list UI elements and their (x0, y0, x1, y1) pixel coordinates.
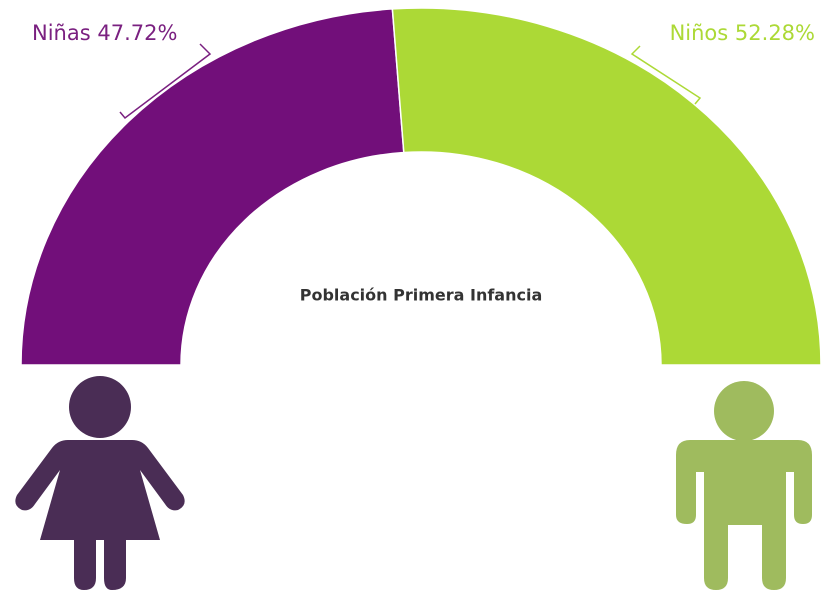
leader-line (119, 43, 212, 120)
chart-title: Población Primera Infancia (300, 286, 543, 305)
male-icon (676, 381, 812, 590)
slice (20, 8, 405, 366)
category-label: Niños (670, 21, 729, 45)
slice-label: Niños 52.28% (670, 21, 815, 45)
category-label: Niñas (32, 21, 91, 45)
arcs (20, 7, 821, 366)
value-label: 47.72% (97, 21, 177, 45)
value-label: 52.28% (735, 21, 815, 45)
leader-line (630, 45, 702, 105)
slice (391, 7, 821, 366)
female-icon (15, 376, 185, 590)
slice-label: Niñas 47.72% (32, 21, 177, 45)
